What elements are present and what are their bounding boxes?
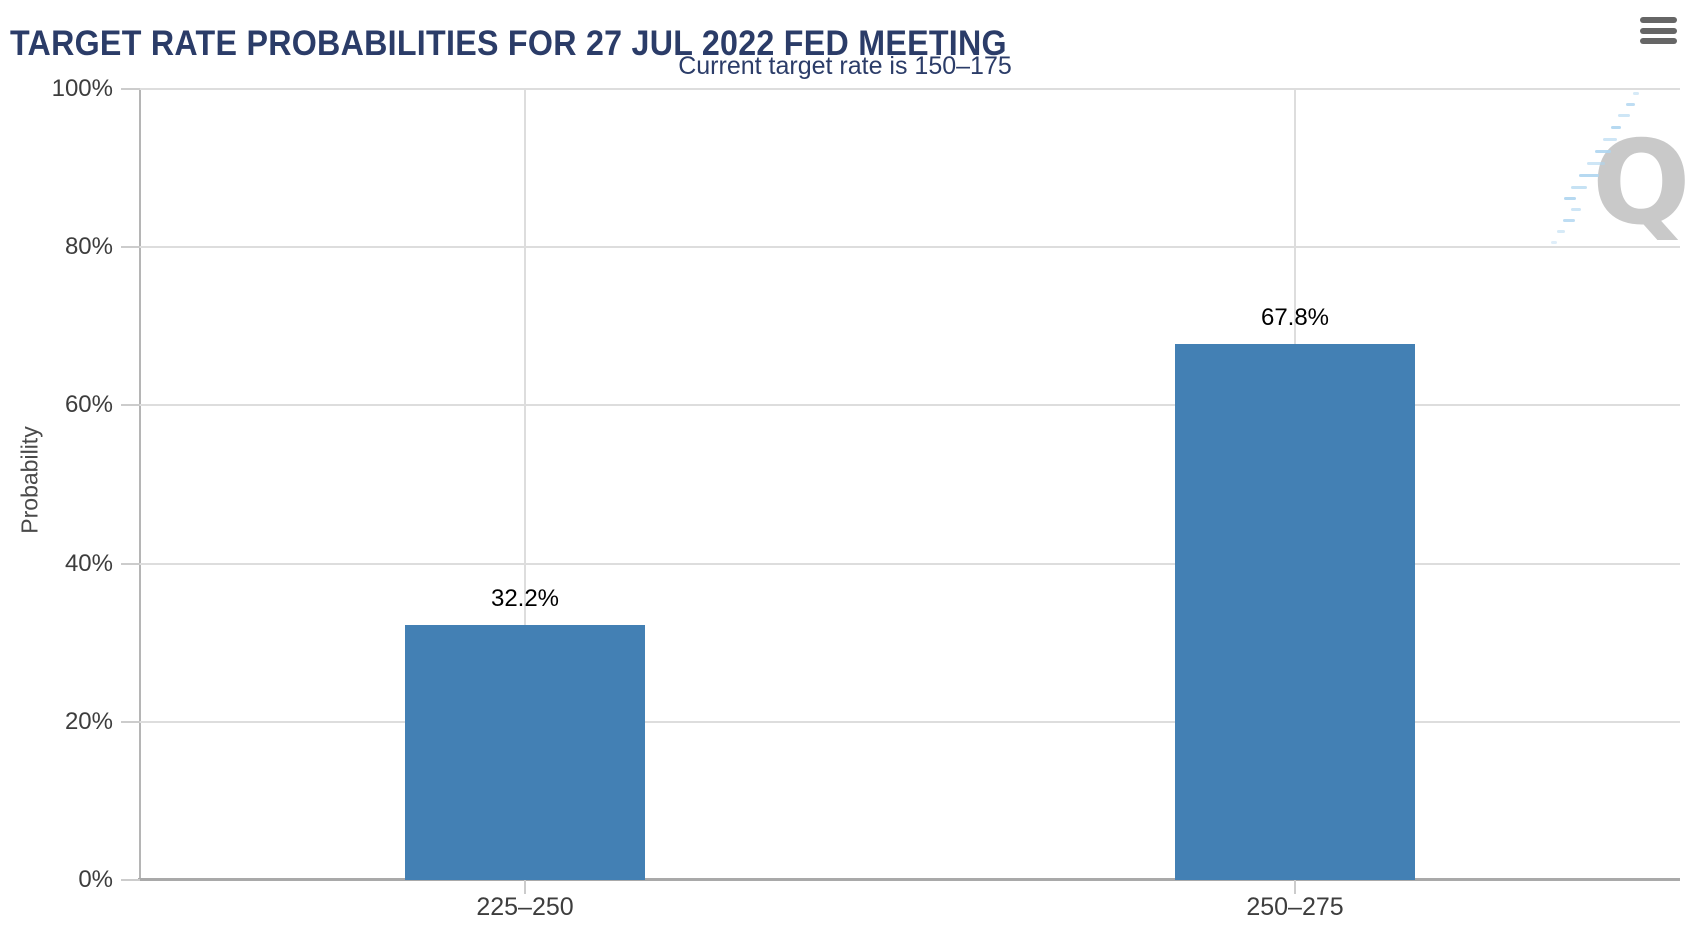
y-tick-label: 100% bbox=[51, 75, 113, 102]
x-tick-label: 225–250 bbox=[476, 893, 574, 921]
h-gridline bbox=[140, 88, 1680, 90]
x-tick bbox=[524, 880, 526, 894]
h-gridline bbox=[140, 246, 1680, 249]
y-tick-label: 40% bbox=[64, 549, 113, 577]
y-tick bbox=[121, 246, 140, 249]
h-gridline bbox=[140, 404, 1680, 407]
y-axis-line bbox=[139, 89, 141, 880]
y-tick-label: 80% bbox=[64, 233, 113, 261]
menu-button[interactable] bbox=[1640, 17, 1677, 44]
chart-subtitle: Current target rate is 150–175 bbox=[678, 52, 1012, 80]
x-tick-label: 250–275 bbox=[1246, 893, 1344, 921]
y-tick bbox=[121, 562, 140, 565]
plot-area: 0% 20% 40% 60% 80% 100% 32.2% 225–250 67.8% 250–2… bbox=[52, 77, 1680, 921]
hamburger-icon bbox=[1640, 27, 1677, 34]
bar[interactable] bbox=[405, 625, 645, 880]
v-gridline bbox=[524, 89, 526, 880]
x-tick bbox=[1294, 880, 1296, 894]
y-axis-title: Probability bbox=[16, 426, 43, 534]
y-tick-label: 0% bbox=[78, 866, 113, 893]
y-tick-label: 20% bbox=[64, 707, 113, 735]
y-tick-label: 60% bbox=[64, 391, 113, 419]
y-tick bbox=[121, 720, 140, 723]
bar[interactable] bbox=[1175, 343, 1415, 880]
h-gridline bbox=[140, 720, 1680, 723]
y-tick bbox=[121, 88, 140, 90]
x-axis-line bbox=[138, 878, 1680, 881]
y-tick bbox=[121, 404, 140, 407]
h-gridline bbox=[140, 562, 1680, 565]
hamburger-icon bbox=[1640, 17, 1677, 23]
hamburger-icon bbox=[1640, 38, 1677, 44]
page-title: TARGET RATE PROBABILITIES FOR 27 JUL 202… bbox=[10, 24, 1007, 64]
y-tick bbox=[121, 879, 140, 881]
bar-value-label: 32.2% bbox=[490, 585, 560, 613]
bar-value-label: 67.8% bbox=[1260, 303, 1330, 331]
